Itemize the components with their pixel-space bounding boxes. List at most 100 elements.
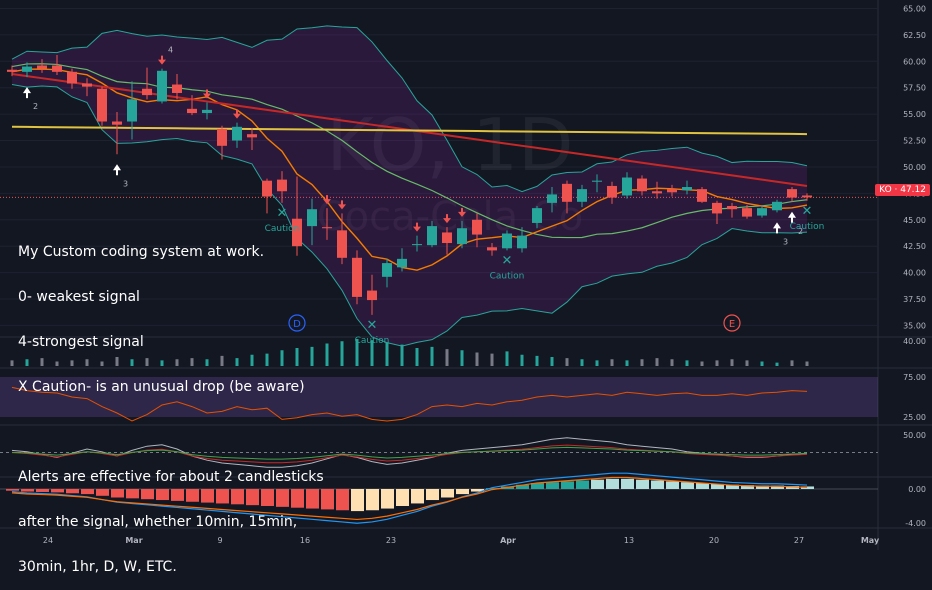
annotation-line: after the signal, whether 10min, 15min, [18, 514, 298, 530]
macd-histogram-bar [486, 488, 499, 490]
volume-bar [790, 360, 794, 366]
macd-histogram-bar [216, 489, 229, 504]
volume-bar [730, 359, 734, 366]
bollinger-bands [11, 25, 808, 347]
candle [622, 172, 632, 199]
arrow-down-icon [203, 89, 211, 99]
arrow-down-icon [233, 109, 241, 119]
candle-body [352, 257, 362, 297]
candle [742, 204, 752, 219]
macd-histogram-bar [531, 483, 544, 489]
caution-label: Caution [265, 224, 300, 234]
candle-body [397, 258, 407, 268]
event-circle [288, 314, 306, 332]
candle-body [157, 70, 167, 102]
candle-body [22, 66, 32, 72]
macd-histogram-bar [111, 489, 124, 498]
candle-body [247, 134, 257, 138]
candle-body [622, 177, 632, 196]
macd-histogram-bar [276, 489, 289, 507]
candle-body [472, 219, 482, 235]
price-tick-label: 50.00 [903, 163, 926, 172]
candle [757, 204, 767, 218]
arrow-up-icon [113, 164, 121, 176]
volume-bar [190, 358, 194, 366]
candle [712, 200, 722, 224]
candle [142, 67, 152, 100]
candle-body [532, 208, 542, 223]
macd-histogram-bar [576, 480, 589, 489]
candle [82, 78, 92, 97]
candle-body [742, 208, 752, 217]
annotation-line: 4-strongest signal [18, 334, 144, 350]
trading-chart[interactable]: KO, 1D Coca-Cola Co 234✕Caution✕Caution✕… [0, 0, 932, 550]
time-tick-label: 9 [217, 536, 222, 545]
caution-x-icon: ✕ [277, 206, 288, 221]
candle-body [427, 226, 437, 246]
event-circle [723, 314, 741, 332]
candle [322, 208, 332, 240]
candle [427, 220, 437, 248]
macd-histogram-bar [336, 489, 349, 511]
candle [397, 248, 407, 272]
volume-bar [400, 344, 404, 366]
arrow-up-icon [773, 222, 781, 234]
volume-bar [760, 361, 764, 366]
annotation-text: My Custom coding system at work. 0- weak… [18, 215, 324, 590]
volume-bar [640, 359, 644, 366]
macd-histogram-bar [66, 489, 79, 494]
macd-histogram-bar [201, 489, 214, 503]
annotation-line [18, 425, 324, 440]
volume-bar [685, 360, 689, 366]
price-tick-label: 35.00 [903, 321, 926, 330]
candle-body [367, 290, 377, 301]
candle-body [457, 228, 467, 245]
volume-bar [700, 361, 704, 366]
price-tick-label: 52.50 [903, 137, 926, 146]
candle [367, 274, 377, 315]
volume-bar [580, 359, 584, 366]
macd-histogram-bar [456, 489, 469, 495]
macd-signal-line [11, 476, 808, 521]
candle [262, 178, 272, 214]
candle-body [37, 65, 47, 69]
candle-body [112, 121, 122, 125]
event-label: E [729, 319, 735, 330]
annotation-line: 0- weakest signal [18, 289, 140, 305]
candle [517, 227, 527, 253]
candle [487, 243, 497, 256]
arrow-up-icon [788, 211, 796, 223]
macd-histogram-bar [771, 485, 784, 489]
macd-tick-label: -4.00 [905, 519, 926, 528]
volume-pane: 40.00 [10, 337, 926, 366]
volume-bar [535, 355, 539, 366]
macd-histogram-bar [96, 489, 109, 496]
time-axis[interactable]: 24 Mar 9 16 23 Apr 13 20 27 May [43, 536, 880, 545]
time-tick-label: Apr [500, 536, 516, 545]
volume-bar [25, 359, 29, 366]
candle-body [262, 180, 272, 197]
time-tick-label: 27 [794, 536, 804, 545]
candle-body [277, 179, 287, 192]
volume-bar [715, 360, 719, 366]
macd-histogram-bar [621, 478, 634, 489]
volume-bar [115, 357, 119, 366]
candle [67, 68, 77, 89]
rsi-tick-label: 25.00 [903, 413, 926, 422]
candles[interactable] [7, 54, 812, 315]
signal-strength: 3 [783, 237, 788, 246]
volume-bar [235, 358, 239, 366]
candle [472, 213, 482, 248]
annotation-line: Alerts are effective for about 2 candles… [18, 469, 324, 485]
ma-yellow [11, 125, 808, 136]
candle [187, 95, 197, 116]
volume-bar [55, 361, 59, 366]
volume-bar [325, 343, 329, 366]
volume-bar [10, 360, 14, 366]
macd-histogram-bar [6, 489, 19, 491]
candle-body [442, 232, 452, 244]
candle [457, 220, 467, 249]
macd-histogram-bar [126, 489, 139, 499]
candle [22, 62, 32, 78]
